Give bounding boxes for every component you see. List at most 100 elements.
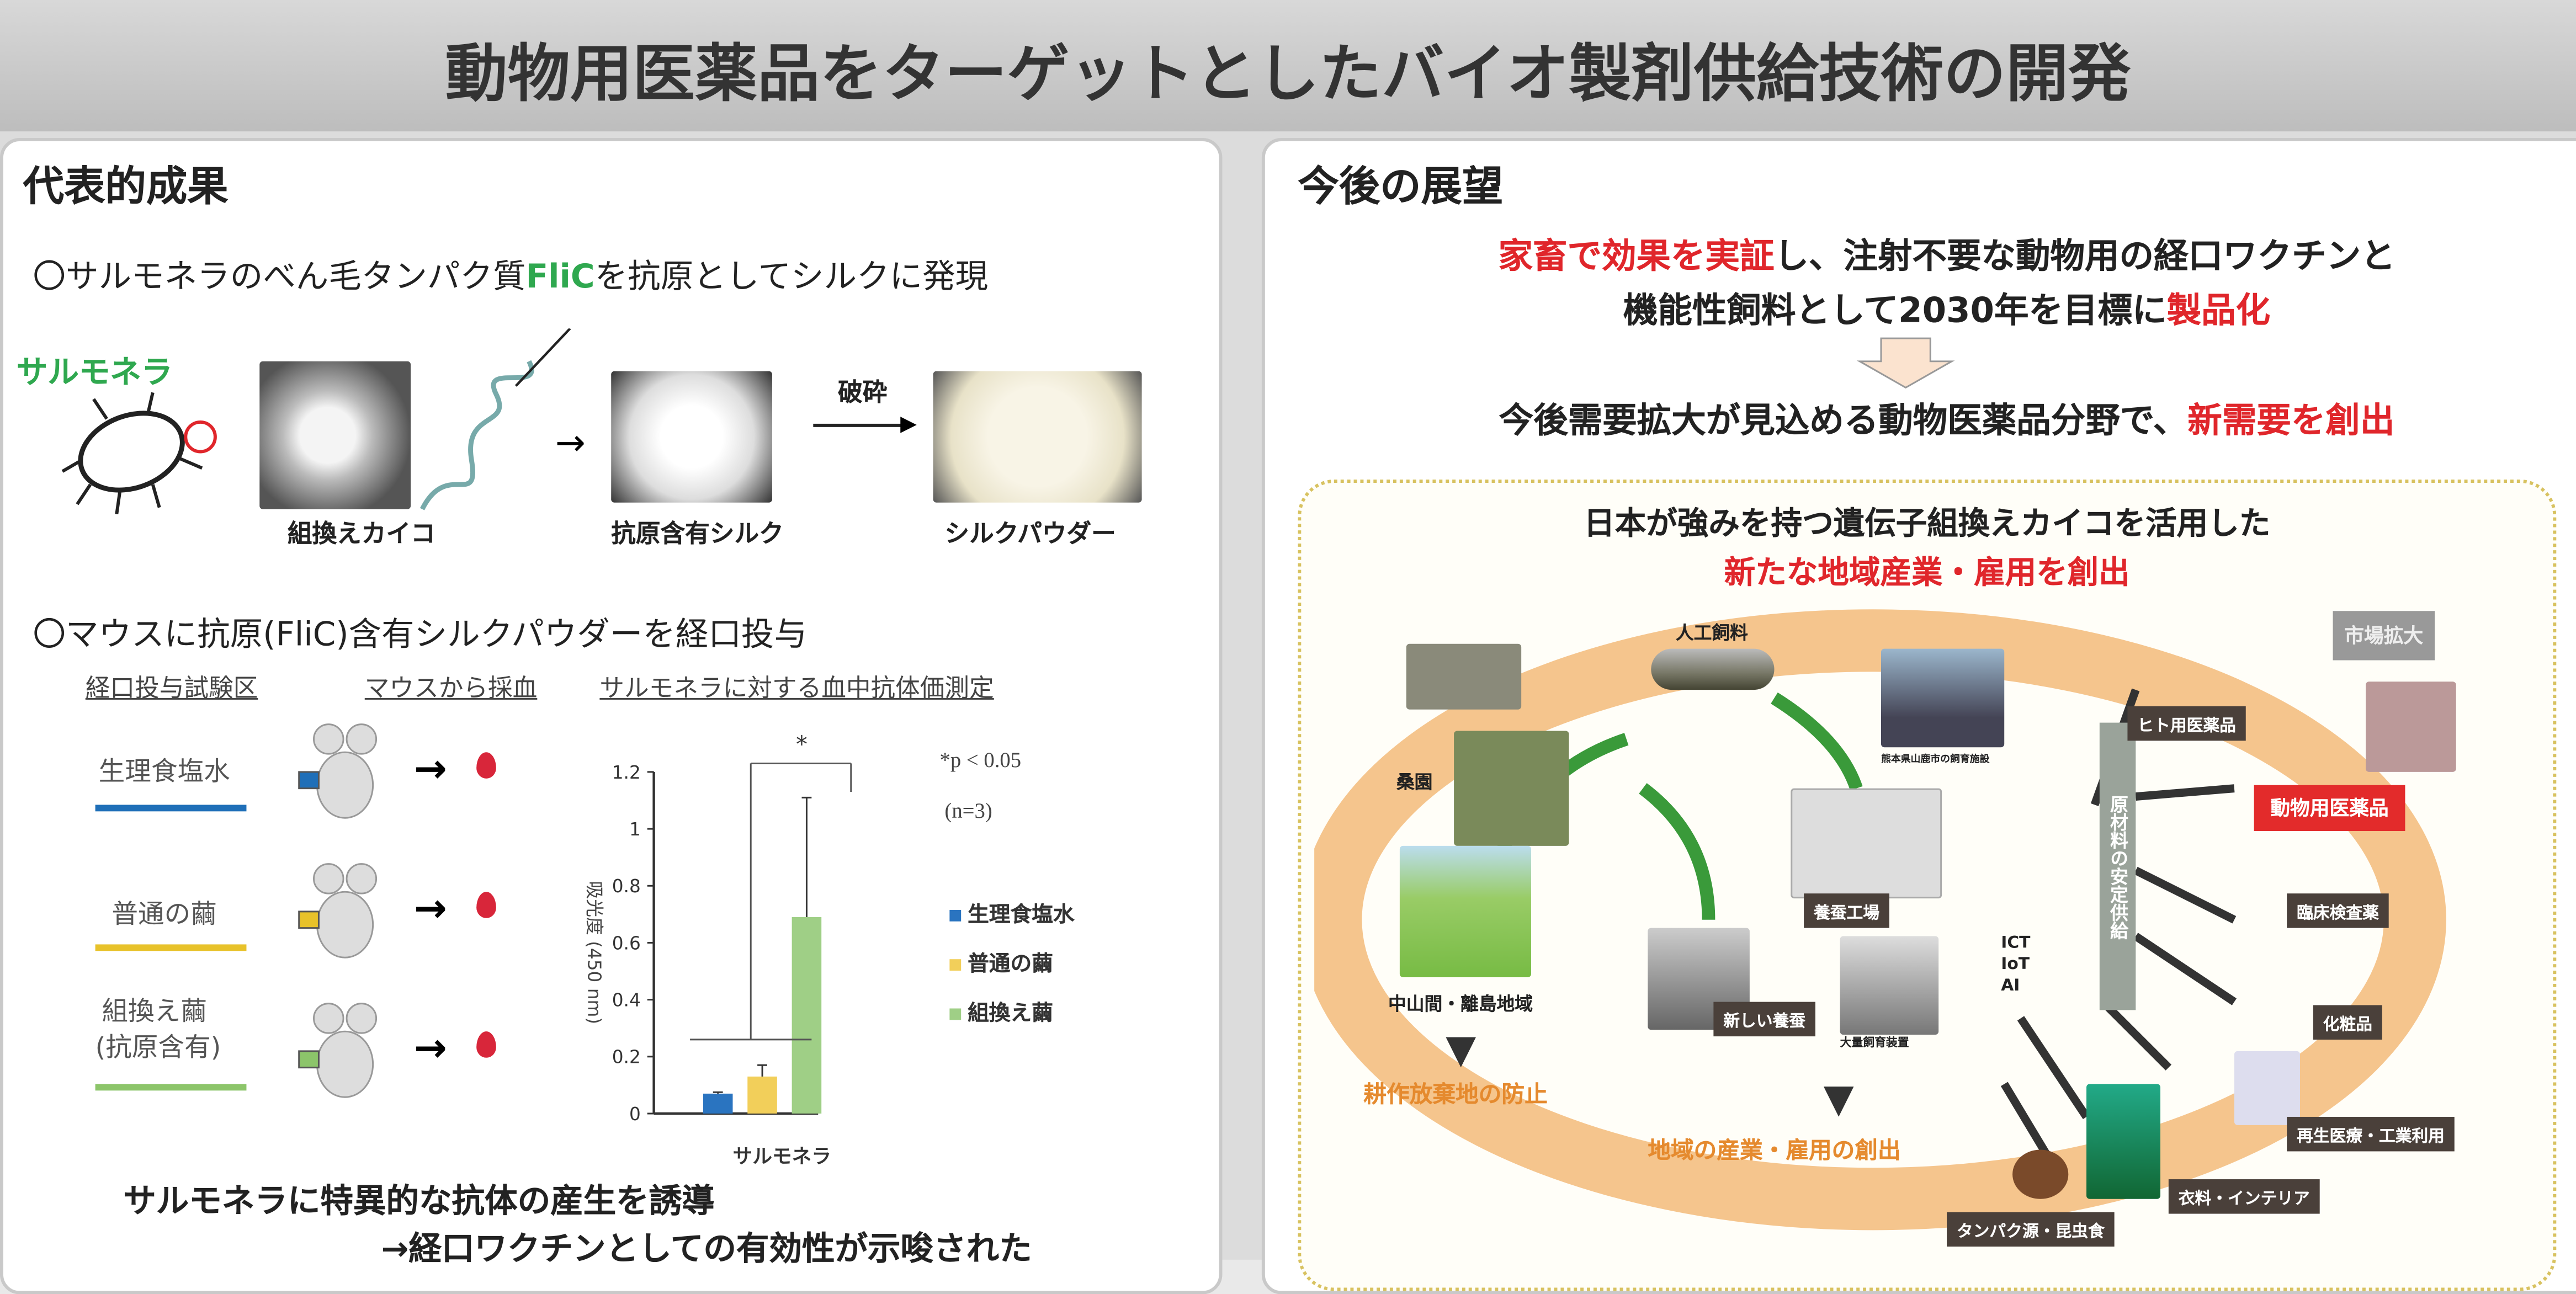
outlook-line2-prefix: 機能性飼料として2030年を目標に bbox=[1623, 290, 2167, 331]
down-arrow-icon: ▼ bbox=[1446, 1026, 1476, 1073]
flic-highlight: FliC bbox=[525, 256, 595, 296]
artificial-feed-label: 人工飼料 bbox=[1675, 622, 1748, 644]
blood-drop-icon bbox=[476, 752, 496, 779]
point1-text: 〇サルモネラのべん毛タンパク質FliCを抗原としてシルクに発現 bbox=[33, 249, 989, 297]
harvester-photo bbox=[1406, 643, 1522, 710]
group-label: 組換え繭 bbox=[102, 995, 208, 1027]
supply-label: 原材料の安定供給 bbox=[2099, 722, 2136, 1010]
blood-drop-icon bbox=[476, 892, 496, 918]
mass-rearing-label: 大量飼育装置 bbox=[1840, 1036, 1909, 1050]
iot-text: IoT bbox=[2001, 956, 2030, 975]
ict-text: ICT bbox=[2001, 934, 2031, 953]
facility-photo bbox=[1881, 648, 2005, 748]
human-med-label: ヒト用医薬品 bbox=[2127, 706, 2246, 741]
y-axis-label: 吸光度 (450 nm) bbox=[584, 881, 605, 1024]
regen-label: 再生医療・工業利用 bbox=[2287, 1116, 2455, 1152]
results-panel bbox=[0, 138, 1223, 1294]
y-tick-label: 0.4 bbox=[612, 990, 641, 1011]
y-tick-label: 0.8 bbox=[612, 876, 641, 897]
outlook-line1-red: 家畜で効果を実証 bbox=[1498, 236, 1775, 276]
point2-text: 〇マウスに抗原(FliC)含有シルクパウダーを経口投与 bbox=[33, 614, 807, 654]
ict-label: ICT IoT AI bbox=[2001, 933, 2030, 997]
mouse-icon bbox=[296, 1002, 386, 1101]
column-header: マウスから採血 bbox=[364, 673, 538, 703]
slide-title: 動物用医薬品をターゲットとしたバイオ製剤供給技術の開発 bbox=[445, 38, 2131, 110]
outlook-line1: 家畜で効果を実証し、注射不要な動物用の経口ワクチンと bbox=[1298, 230, 2576, 279]
new-sericulture-label: 新しい養蚕 bbox=[1713, 1002, 1815, 1037]
conclusion-line1: サルモネラに特異的な抗体の産生を誘導 bbox=[123, 1181, 715, 1221]
silkworm-photo bbox=[259, 361, 411, 509]
step-label: シルクパウダー bbox=[944, 519, 1116, 549]
column-header: 経口投与試験区 bbox=[85, 673, 258, 703]
protein-label: タンパク源・昆虫食 bbox=[1947, 1212, 2115, 1247]
crush-arrow-icon bbox=[813, 423, 912, 427]
group-label-sub: (抗原含有) bbox=[95, 1031, 221, 1063]
y-tick-label: 1 bbox=[629, 819, 641, 840]
legend-label: 普通の繭 bbox=[968, 952, 1053, 977]
p-value-note: *p < 0.05 bbox=[939, 747, 1022, 772]
bar-3 bbox=[792, 917, 822, 1114]
meat-icon bbox=[2012, 1149, 2069, 1199]
mouse-icon bbox=[296, 723, 386, 822]
legend-swatch bbox=[949, 909, 962, 922]
outlook-line2: 機能性飼料として2030年を目標に製品化 bbox=[1298, 284, 2576, 333]
group-label: 生理食塩水 bbox=[98, 755, 230, 787]
outlook-line2-red: 製品化 bbox=[2166, 290, 2271, 331]
group-line-green bbox=[95, 1084, 247, 1091]
arrow-icon: → bbox=[414, 885, 447, 931]
forest-photo bbox=[2086, 1084, 2160, 1199]
factory-illustration bbox=[1791, 788, 1942, 899]
legend-label: 生理食塩水 bbox=[968, 903, 1075, 928]
step-label: 抗原含有シルク bbox=[611, 519, 784, 549]
ai-text: AI bbox=[2001, 977, 2020, 995]
arrow-icon: → bbox=[414, 1025, 447, 1071]
down-arrow-icon: ▼ bbox=[1823, 1075, 1854, 1122]
countryside-illustration bbox=[1399, 845, 1532, 977]
point1-suffix: を抗原としてシルクに発現 bbox=[594, 256, 989, 296]
fabric-photo bbox=[2234, 1051, 2300, 1125]
y-tick-label: 0.2 bbox=[612, 1047, 641, 1068]
animal-med-label: 動物用医薬品 bbox=[2254, 785, 2405, 832]
bar-2 bbox=[747, 1076, 777, 1114]
outlook-line3-red: 新需要を創出 bbox=[2187, 401, 2395, 440]
market-expansion-label: 市場拡大 bbox=[2333, 611, 2435, 661]
arrow-head-icon: ▶ bbox=[900, 412, 917, 437]
group-line-yellow bbox=[95, 944, 247, 951]
vision-title2: 新たな地域産業・雇用を創出 bbox=[1724, 555, 2130, 592]
crush-label: 破砕 bbox=[837, 377, 888, 408]
group-line-blue bbox=[95, 805, 247, 812]
blood-drop-icon bbox=[476, 1031, 496, 1058]
y-tick-label: 0.6 bbox=[612, 933, 641, 954]
bar-1 bbox=[703, 1093, 733, 1114]
legend-item: 組換え繭 bbox=[949, 995, 1053, 1026]
significance-bracket bbox=[690, 762, 852, 1041]
cocoon-photo bbox=[611, 371, 772, 503]
results-heading: 代表的成果 bbox=[23, 162, 229, 210]
category-label: サルモネラ bbox=[733, 1145, 832, 1168]
legend-swatch bbox=[949, 959, 962, 971]
conclusion-line2: →経口ワクチンとしての有効性が示唆された bbox=[381, 1228, 1032, 1268]
vision-title1: 日本が強みを持つ遺伝子組換えカイコを活用した bbox=[1584, 505, 2271, 542]
salmonella-bacterium-icon bbox=[61, 392, 217, 515]
sample-size-note: (n=3) bbox=[944, 798, 992, 823]
step-label: 組換えカイコ bbox=[287, 519, 435, 549]
rearing-device-photo bbox=[1840, 936, 1939, 1035]
mouse-icon bbox=[296, 862, 386, 961]
title-bar bbox=[0, 0, 2576, 132]
pig-photo bbox=[2366, 681, 2456, 772]
arrow-icon: → bbox=[555, 423, 586, 465]
regional-label: 地域の産業・雇用の創出 bbox=[1648, 1138, 1901, 1165]
legend-item: 生理食塩水 bbox=[949, 897, 1075, 928]
outlook-line3: 今後需要拡大が見込める動物医薬品分野で、新需要を創出 bbox=[1298, 394, 2576, 443]
clinical-label: 臨床検査薬 bbox=[2287, 893, 2389, 928]
artificial-feed-photo bbox=[1651, 648, 1775, 690]
mulberry-label: 桑園 bbox=[1396, 771, 1433, 794]
legend-swatch bbox=[949, 1008, 962, 1020]
abandon-label: 耕作放棄地の防止 bbox=[1363, 1082, 1548, 1109]
cosmetics-label: 化粧品 bbox=[2313, 1005, 2382, 1040]
clothing-label: 衣料・インテリア bbox=[2168, 1179, 2320, 1214]
facility-label: 熊本県山鹿市の飼育施設 bbox=[1881, 754, 1990, 766]
antibody-bar-chart: 0 0.2 0.4 0.6 0.8 1 1.2 吸光度 (450 nm) * サルモネラ bbox=[584, 731, 852, 1168]
legend-item: 普通の繭 bbox=[949, 946, 1053, 977]
point1-prefix: 〇サルモネラのべん毛タンパク質 bbox=[33, 256, 526, 296]
